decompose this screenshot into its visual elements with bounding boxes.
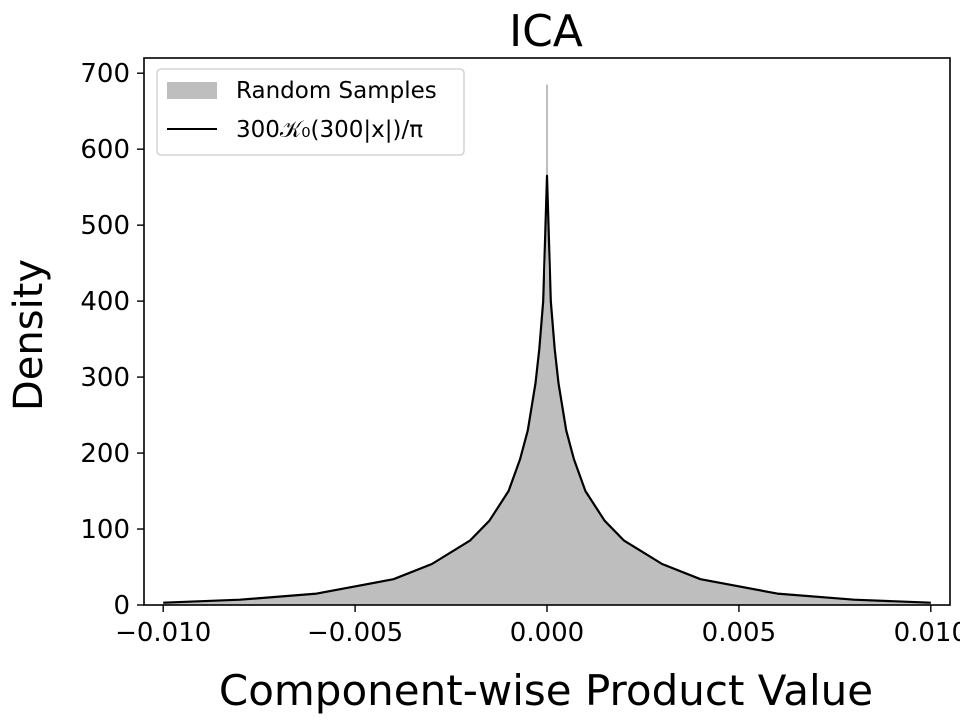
x-tick-label: 0.000	[510, 618, 584, 648]
plot-area	[163, 84, 931, 605]
x-tick-label: −0.010	[115, 618, 211, 648]
x-tick-label: 0.010	[894, 618, 960, 648]
legend-label-histogram: Random Samples	[236, 78, 437, 104]
legend-label-line: 300𝒦₀(300|x|)/π	[236, 117, 423, 143]
y-tick-label: 0	[113, 591, 130, 621]
y-tick-label: 300	[80, 363, 130, 393]
plot-frame	[143, 57, 951, 606]
y-axis-label: Density	[6, 259, 52, 411]
y-tick-label: 500	[80, 211, 130, 241]
x-tick-label: 0.005	[702, 618, 776, 648]
x-axis-label: Component-wise Product Value	[219, 666, 873, 715]
x-tick-label: −0.005	[307, 618, 403, 648]
legend: Random Samples 300𝒦₀(300|x|)/π	[156, 68, 465, 156]
chart-title: ICA	[509, 6, 583, 57]
y-tick-label: 700	[80, 59, 130, 89]
y-tick-label: 400	[80, 287, 130, 317]
density-curve	[163, 174, 931, 604]
y-tick-label: 600	[80, 135, 130, 165]
y-tick-label: 200	[80, 439, 130, 469]
legend-box	[156, 68, 465, 156]
legend-swatch-histogram	[167, 82, 217, 99]
y-axis-ticks: 0 100 200 300 400 500 600 700	[80, 59, 144, 621]
y-tick-label: 100	[80, 515, 130, 545]
x-axis-ticks: −0.010 −0.005 0.000 0.005 0.010	[115, 605, 960, 648]
